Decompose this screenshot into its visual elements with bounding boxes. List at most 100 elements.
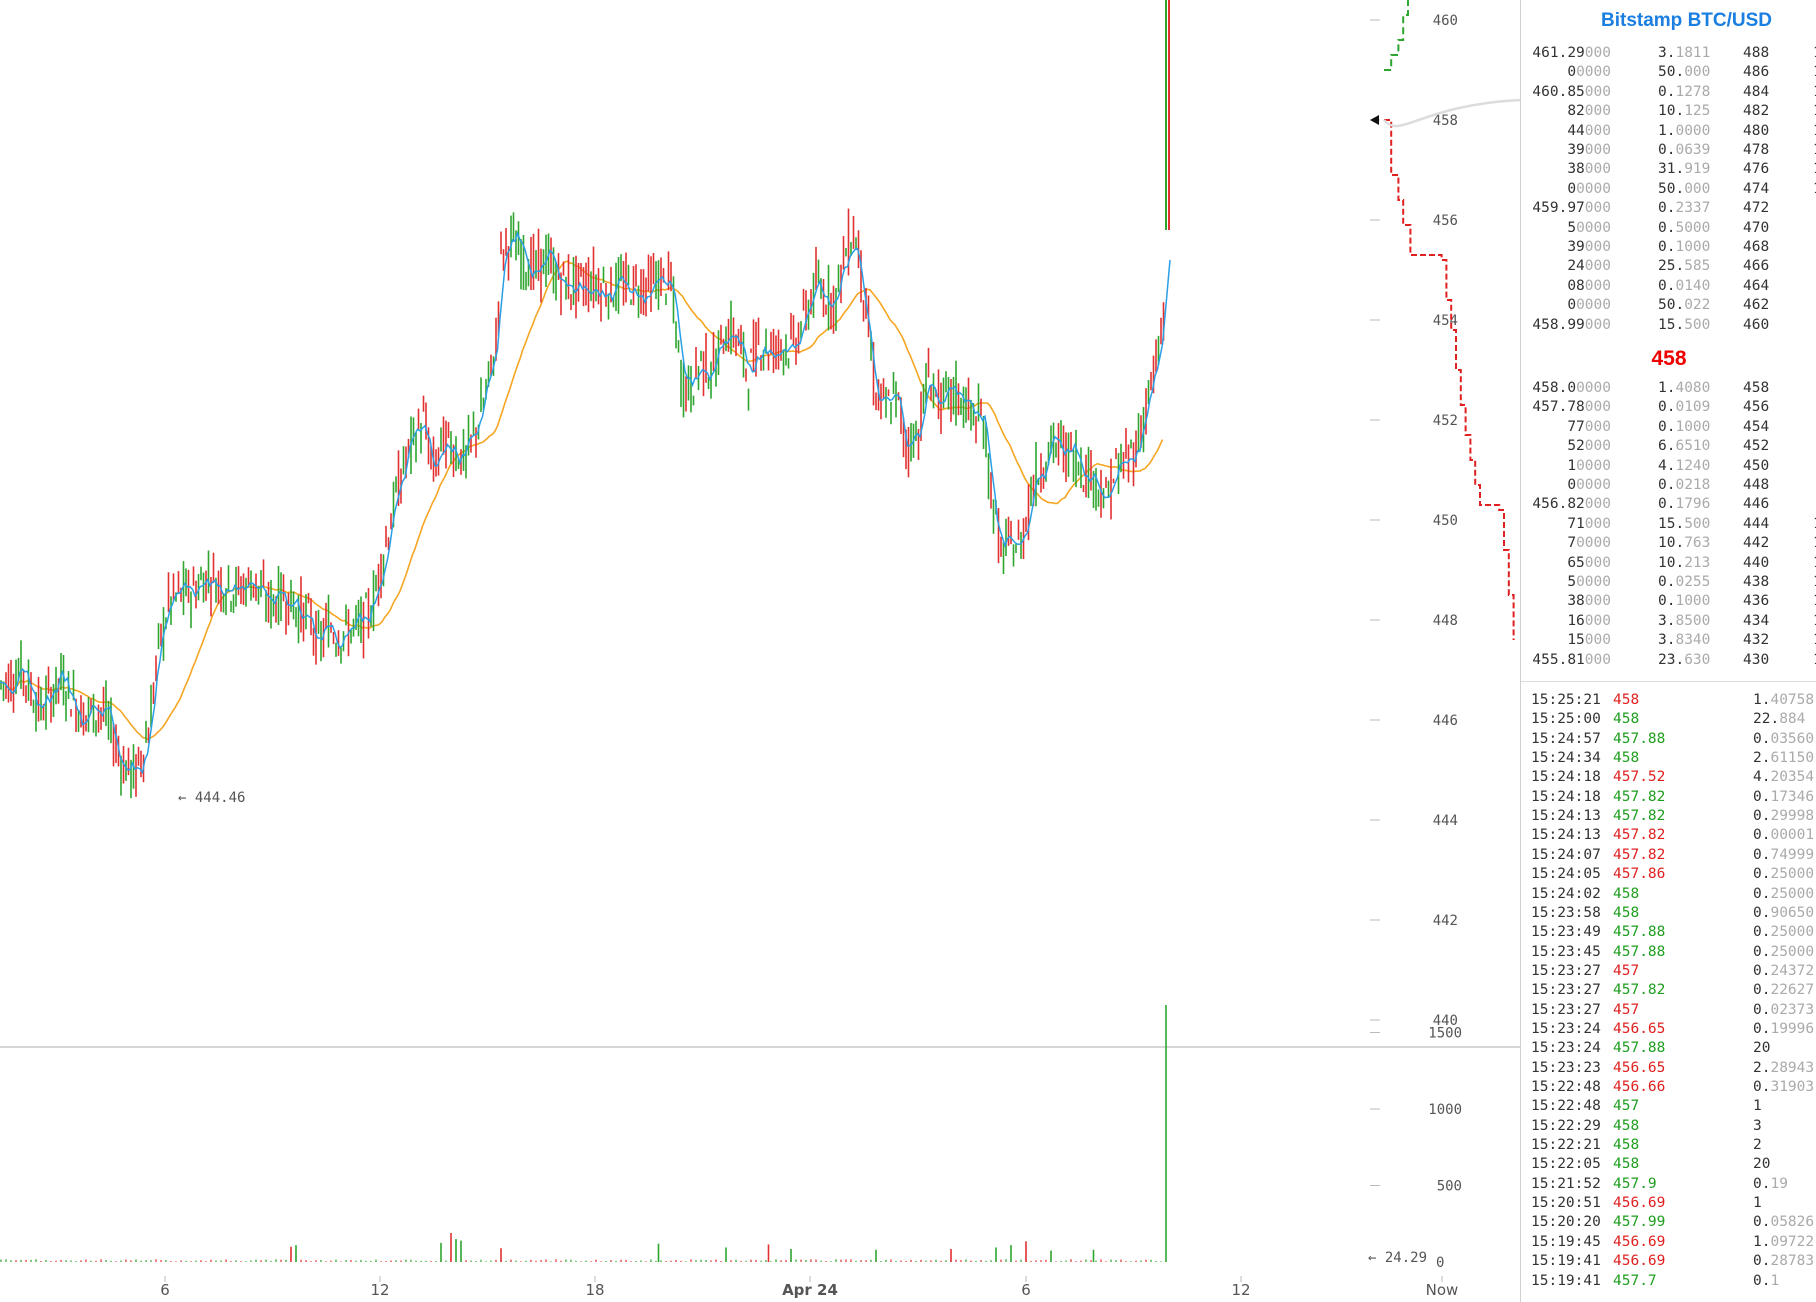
order-cumulative: 438 [1743, 574, 1770, 590]
order-price: 70000 [1567, 535, 1611, 552]
order-extra: 1 [1813, 84, 1816, 100]
order-extra: 1 [1813, 103, 1816, 119]
trade-amount: 1.40758 [1753, 692, 1815, 708]
trade-time: 15:24:57 [1531, 730, 1601, 747]
trade-amount: 0.28783 [1753, 1253, 1815, 1270]
order-cumulative: 474 [1743, 180, 1770, 197]
order-cumulative: 482 [1743, 103, 1770, 120]
trade-time: 15:21:52 [1531, 1175, 1601, 1192]
trade-amount: 0.29998 [1753, 808, 1815, 825]
order-cumulative: 456 [1743, 399, 1770, 416]
order-volume: 15.500 [1658, 515, 1711, 532]
order-cumulative: 484 [1743, 83, 1770, 100]
trade-amount: 0.24372 [1753, 962, 1815, 979]
order-cumulative: 440 [1743, 554, 1770, 571]
order-cumulative: 454 [1743, 418, 1770, 435]
depth-steps [1370, 0, 1520, 640]
volume-tick-label: 1500 [1428, 1026, 1462, 1042]
order-volume: 0.1796 [1658, 496, 1711, 513]
trade-price: 457.52 [1613, 769, 1666, 786]
volume-tick-label: 500 [1437, 1179, 1462, 1195]
trade-time: 15:24:34 [1531, 750, 1601, 767]
trade-price: 456.69 [1613, 1195, 1666, 1212]
volume-tick-label: 1000 [1428, 1102, 1462, 1118]
trade-price: 458 [1613, 750, 1640, 767]
price-tick-label: 440 [1433, 1013, 1458, 1029]
order-volume: 31.919 [1658, 161, 1711, 178]
trade-amount: 0.25000 [1753, 943, 1815, 960]
order-cumulative: 472 [1743, 200, 1770, 217]
trade-price: 457.82 [1613, 808, 1666, 825]
order-cumulative: 442 [1743, 535, 1770, 552]
trade-price: 457.88 [1613, 730, 1666, 747]
trade-price: 457.7 [1613, 1272, 1657, 1289]
trade-time: 15:23:27 [1531, 962, 1601, 979]
trade-time: 15:22:05 [1531, 1156, 1601, 1173]
trade-amount: 20 [1753, 1156, 1771, 1173]
order-volume: 0.0140 [1658, 277, 1711, 294]
moving-average-fast [0, 230, 1171, 775]
order-volume: 10.125 [1658, 103, 1711, 120]
trade-amount: 0.25000 [1753, 866, 1815, 883]
price-bars [0, 0, 1170, 799]
last-price-marker [1370, 115, 1379, 125]
trade-time: 15:22:29 [1531, 1117, 1601, 1134]
order-price: 455.81000 [1532, 651, 1611, 668]
order-volume: 50.022 [1658, 297, 1711, 314]
order-cumulative: 476 [1743, 161, 1770, 178]
time-tick-label: Apr 24 [782, 1281, 838, 1299]
trade-time: 15:20:20 [1531, 1214, 1601, 1231]
trade-time: 15:25:00 [1531, 711, 1601, 728]
order-cumulative: 432 [1743, 632, 1770, 649]
trade-price: 456.65 [1613, 1020, 1666, 1037]
order-cumulative: 434 [1743, 612, 1770, 629]
depth-bids-line [1384, 0, 1409, 71]
trade-price: 457 [1613, 1001, 1640, 1018]
trade-price: 458 [1613, 692, 1640, 708]
order-volume: 3.8500 [1658, 612, 1711, 629]
order-extra: 1 [1813, 181, 1816, 197]
trade-price: 456.66 [1613, 1079, 1666, 1095]
depth-mid-curve [1383, 98, 1520, 128]
trade-price: 457.82 [1613, 982, 1666, 999]
price-chart[interactable]: 4404424444464484504524544564584604624644… [0, 0, 1520, 1302]
trade-amount: 0.22627 [1753, 982, 1815, 999]
order-book-panel: Bitstamp BTC/USD 461.290003.181148810000… [1520, 0, 1816, 1302]
order-extra: 1 [1813, 613, 1816, 629]
price-tick-label: 456 [1433, 213, 1458, 229]
last-volume-label: ← 24.29 [1368, 1250, 1427, 1266]
order-volume: 10.763 [1658, 535, 1711, 552]
order-price: 38000 [1567, 161, 1611, 178]
order-cumulative: 450 [1743, 457, 1770, 474]
order-extra: 1 [1813, 161, 1816, 177]
ma-slow-line [0, 260, 1164, 740]
order-price: 458.99000 [1532, 316, 1611, 333]
trade-time: 15:22:48 [1531, 1079, 1601, 1095]
volume-axis: 500 1000 1500 [1370, 1026, 1462, 1195]
order-volume: 6.6510 [1658, 438, 1711, 455]
trade-price: 457.82 [1613, 827, 1666, 844]
trade-amount: 22.884 [1753, 711, 1806, 728]
trade-price: 457.88 [1613, 924, 1666, 941]
panel-title: Bitstamp BTC/USD [1601, 10, 1773, 31]
order-cumulative: 466 [1743, 258, 1770, 275]
trade-price: 457.9 [1613, 1175, 1657, 1192]
order-volume: 1.4080 [1658, 380, 1711, 396]
trade-time: 15:23:24 [1531, 1040, 1601, 1057]
order-volume: 4.1240 [1658, 457, 1711, 474]
order-cumulative: 430 [1743, 651, 1770, 668]
order-price: 10000 [1567, 457, 1611, 474]
trade-time: 15:23:23 [1531, 1059, 1601, 1076]
trade-amount: 0.19996 [1753, 1020, 1815, 1037]
time-axis: 6 12 18 Apr 24 6 12 Now [160, 1276, 1458, 1299]
order-price: 459.97000 [1532, 200, 1611, 217]
order-volume: 0.1000 [1658, 593, 1711, 610]
trade-time: 15:24:18 [1531, 788, 1601, 805]
order-price: 16000 [1567, 612, 1611, 629]
trade-amount: 1.09722 [1753, 1233, 1815, 1250]
volume-bars [0, 1004, 1167, 1262]
order-cumulative: 446 [1743, 496, 1770, 513]
trade-amount: 0.19 [1753, 1175, 1788, 1192]
trade-time: 15:24:13 [1531, 827, 1601, 844]
trade-amount: 0.1 [1753, 1272, 1780, 1289]
